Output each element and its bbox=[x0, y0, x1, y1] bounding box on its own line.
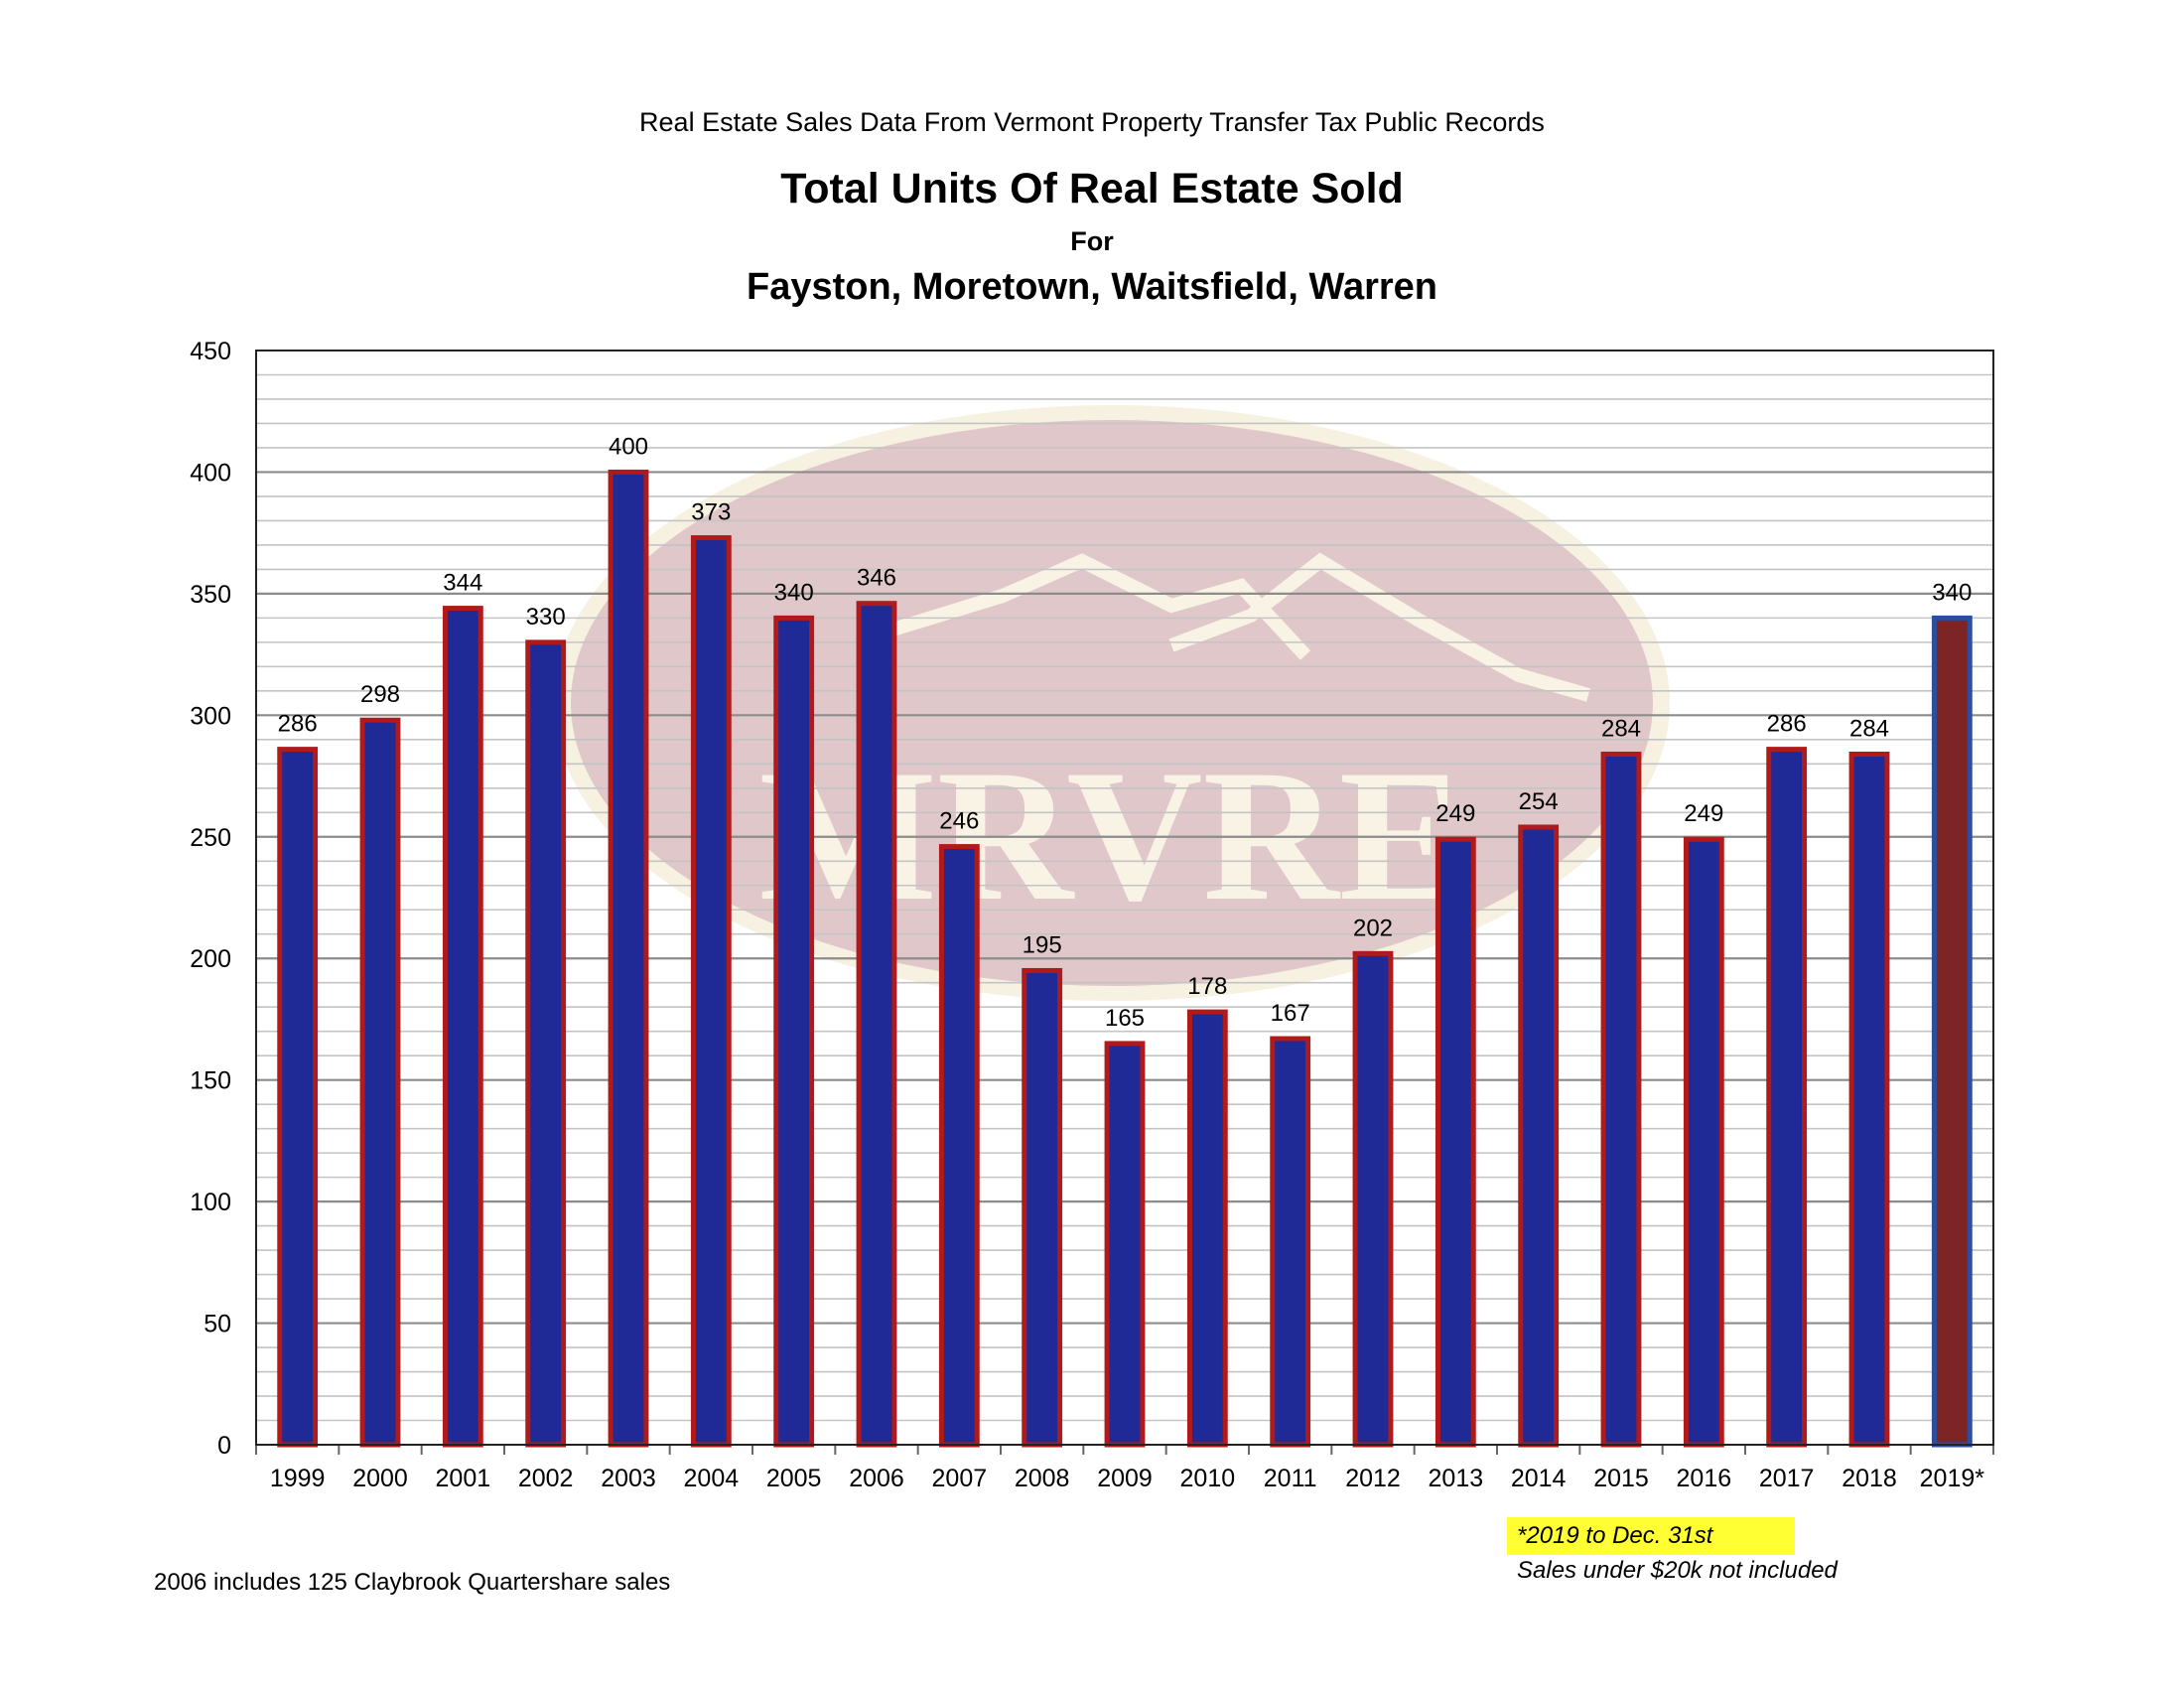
y-tick-label: 150 bbox=[190, 1067, 231, 1095]
x-tick-label: 2005 bbox=[766, 1465, 822, 1492]
x-tick-label: 2002 bbox=[518, 1465, 574, 1492]
data-label-2012: 202 bbox=[1353, 914, 1393, 941]
data-label-2007: 246 bbox=[939, 808, 979, 835]
x-tick-label: 2014 bbox=[1511, 1465, 1567, 1492]
x-tick-label: 2016 bbox=[1677, 1465, 1732, 1492]
bar-2013 bbox=[1434, 836, 1476, 1448]
bar-2004 bbox=[690, 535, 732, 1448]
bar-2019* bbox=[1931, 615, 1973, 1448]
bar-2003 bbox=[608, 469, 649, 1448]
bar-2008 bbox=[1022, 967, 1063, 1448]
y-tick-label: 0 bbox=[217, 1432, 231, 1460]
x-tick-label: 2010 bbox=[1180, 1465, 1236, 1492]
x-tick-label: 1999 bbox=[270, 1465, 326, 1492]
footnote-claybrook: 2006 includes 125 Claybrook Quartershare… bbox=[154, 1569, 671, 1596]
chart-title: Total Units Of Real Estate Sold bbox=[780, 165, 1404, 212]
plot-frame bbox=[255, 350, 1994, 1446]
data-label-2009: 165 bbox=[1105, 1005, 1145, 1032]
y-tick-label: 50 bbox=[204, 1311, 231, 1338]
data-label-2013: 249 bbox=[1435, 800, 1475, 827]
data-label-2006: 346 bbox=[857, 565, 896, 592]
data-label-2018: 284 bbox=[1849, 716, 1889, 743]
data-label-2004: 373 bbox=[691, 499, 731, 526]
y-tick-label: 400 bbox=[190, 459, 231, 487]
bar-2001 bbox=[442, 606, 483, 1448]
data-label-2003: 400 bbox=[609, 433, 648, 460]
bar-2006 bbox=[856, 601, 897, 1448]
x-tick-label: 2000 bbox=[352, 1465, 408, 1492]
x-tick-label: 2009 bbox=[1097, 1465, 1153, 1492]
y-tick-label: 300 bbox=[190, 702, 231, 730]
data-label-2005: 340 bbox=[774, 579, 814, 606]
bar-2015 bbox=[1600, 752, 1642, 1448]
x-tick-label: 2012 bbox=[1345, 1465, 1401, 1492]
data-label-2001: 344 bbox=[443, 570, 482, 597]
y-tick-label: 450 bbox=[190, 338, 231, 365]
bar-2012 bbox=[1352, 950, 1394, 1448]
bar-2014 bbox=[1518, 824, 1560, 1448]
bar-2002 bbox=[525, 639, 567, 1448]
x-tick-label: 2004 bbox=[684, 1465, 740, 1492]
data-label-2002: 330 bbox=[526, 604, 566, 631]
y-tick-label: 100 bbox=[190, 1189, 231, 1216]
footnote-sales-threshold: Sales under $20k not included bbox=[1517, 1557, 1838, 1584]
x-tick-label: 2007 bbox=[932, 1465, 988, 1492]
data-label-2011: 167 bbox=[1271, 1000, 1310, 1027]
x-tick-label: 2003 bbox=[601, 1465, 656, 1492]
x-tick-label: 2011 bbox=[1264, 1465, 1317, 1492]
y-tick-label: 250 bbox=[190, 824, 231, 852]
data-label-2019*: 340 bbox=[1932, 579, 1972, 606]
y-tick-label: 200 bbox=[190, 945, 231, 973]
bar-2005 bbox=[773, 615, 815, 1448]
data-label-2014: 254 bbox=[1519, 788, 1559, 815]
data-label-2000: 298 bbox=[360, 681, 400, 708]
mountain-icon bbox=[1168, 552, 1590, 702]
bar-1999 bbox=[277, 747, 319, 1448]
source-line: Real Estate Sales Data From Vermont Prop… bbox=[639, 107, 1545, 137]
x-tick-label: 2017 bbox=[1759, 1465, 1815, 1492]
title-for: For bbox=[1070, 226, 1114, 256]
footnote-2019-range: *2019 to Dec. 31st bbox=[1507, 1517, 1795, 1555]
bar-2010 bbox=[1186, 1009, 1228, 1448]
bar-2009 bbox=[1104, 1041, 1146, 1448]
data-label-1999: 286 bbox=[278, 711, 318, 738]
chart-subtitle: Fayston, Moretown, Waitsfield, Warren bbox=[746, 266, 1438, 308]
x-tick-label: 2018 bbox=[1842, 1465, 1897, 1492]
data-label-2017: 286 bbox=[1767, 711, 1807, 738]
x-tick-label: 2019* bbox=[1920, 1465, 1985, 1492]
y-tick-label: 350 bbox=[190, 581, 231, 609]
x-tick-label: 2001 bbox=[436, 1465, 491, 1492]
x-tick-label: 2015 bbox=[1593, 1465, 1649, 1492]
bar-2016 bbox=[1683, 836, 1724, 1448]
x-tick-label: 2013 bbox=[1429, 1465, 1484, 1492]
data-label-2010: 178 bbox=[1187, 973, 1227, 1000]
x-tick-label: 2006 bbox=[849, 1465, 904, 1492]
data-label-2008: 195 bbox=[1023, 931, 1062, 958]
x-tick-label: 2008 bbox=[1015, 1465, 1070, 1492]
bar-2000 bbox=[359, 717, 401, 1448]
bar-2017 bbox=[1766, 747, 1808, 1448]
bar-2011 bbox=[1270, 1036, 1311, 1448]
mountain-icon bbox=[871, 553, 1311, 660]
data-label-2016: 249 bbox=[1684, 800, 1723, 827]
bar-2007 bbox=[938, 844, 980, 1448]
data-label-2015: 284 bbox=[1601, 716, 1641, 743]
bar-2018 bbox=[1848, 752, 1890, 1448]
